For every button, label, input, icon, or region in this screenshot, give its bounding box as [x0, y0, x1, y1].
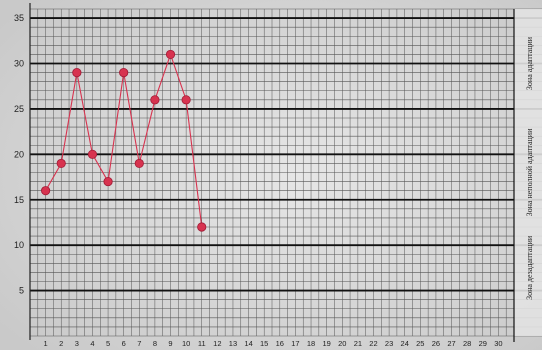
y-tick-label: 25: [14, 104, 24, 114]
data-point: [103, 176, 113, 187]
x-tick-label: 27: [447, 339, 455, 348]
y-tick-label: 5: [19, 286, 24, 296]
y-tick-label: 30: [14, 59, 24, 69]
y-tick-label: 20: [14, 149, 24, 159]
data-point: [87, 149, 98, 159]
x-tick-label: 18: [307, 339, 315, 348]
series: [41, 49, 207, 232]
x-tick-label: 5: [106, 339, 110, 348]
x-tick-label: 17: [291, 339, 299, 348]
x-tick-label: 14: [244, 339, 252, 348]
data-point: [165, 49, 176, 60]
zone-panel: Зона адаптации Зона неполной адаптации Зон…: [513, 9, 542, 342]
data-point: [119, 67, 129, 78]
x-tick-label: 28: [463, 339, 471, 348]
x-tick-label: 7: [137, 339, 141, 348]
y-tick-label: 15: [14, 195, 24, 205]
x-tick-label: 21: [354, 339, 362, 348]
x-tick-label: 6: [122, 339, 126, 348]
grid: [29, 8, 542, 337]
zone-label: Зона неполной адаптации: [525, 128, 534, 216]
data-point: [150, 95, 160, 105]
data-point: [197, 222, 207, 232]
y-tick-label: 10: [14, 240, 24, 250]
x-tick-label: 16: [276, 339, 284, 348]
data-point: [72, 67, 82, 78]
x-tick-label: 25: [416, 339, 424, 348]
data-point: [41, 186, 51, 196]
x-tick-label: 26: [432, 339, 440, 348]
x-tick-label: 15: [260, 339, 268, 348]
x-tick-label: 30: [494, 339, 502, 348]
x-tick-label: 23: [385, 339, 393, 348]
x-tick-label: 2: [59, 339, 63, 348]
x-tick-label: 22: [369, 339, 377, 348]
data-point: [56, 158, 66, 169]
x-tick-label: 29: [479, 339, 487, 348]
x-tick-label: 4: [90, 339, 94, 348]
data-point: [181, 95, 191, 105]
y-tick-label: 35: [14, 13, 24, 23]
x-tick-label: 12: [213, 339, 221, 348]
x-tick-label: 8: [153, 339, 157, 348]
x-tick-label: 20: [338, 339, 346, 348]
data-point: [134, 158, 144, 169]
zone-label: Зона адаптации: [525, 36, 534, 90]
zone-panel-background: [514, 9, 542, 336]
x-tick-label: 9: [168, 339, 172, 348]
zone-label: Зона дезадаптации: [525, 235, 534, 300]
x-tick-label: 11: [198, 339, 206, 348]
x-tick-label: 1: [44, 339, 48, 348]
x-tick-label: 3: [75, 339, 79, 348]
x-tick-label: 13: [229, 339, 237, 348]
x-tick-label: 24: [401, 339, 409, 348]
x-tick-label: 10: [182, 339, 190, 348]
x-tick-label: 19: [322, 339, 330, 348]
